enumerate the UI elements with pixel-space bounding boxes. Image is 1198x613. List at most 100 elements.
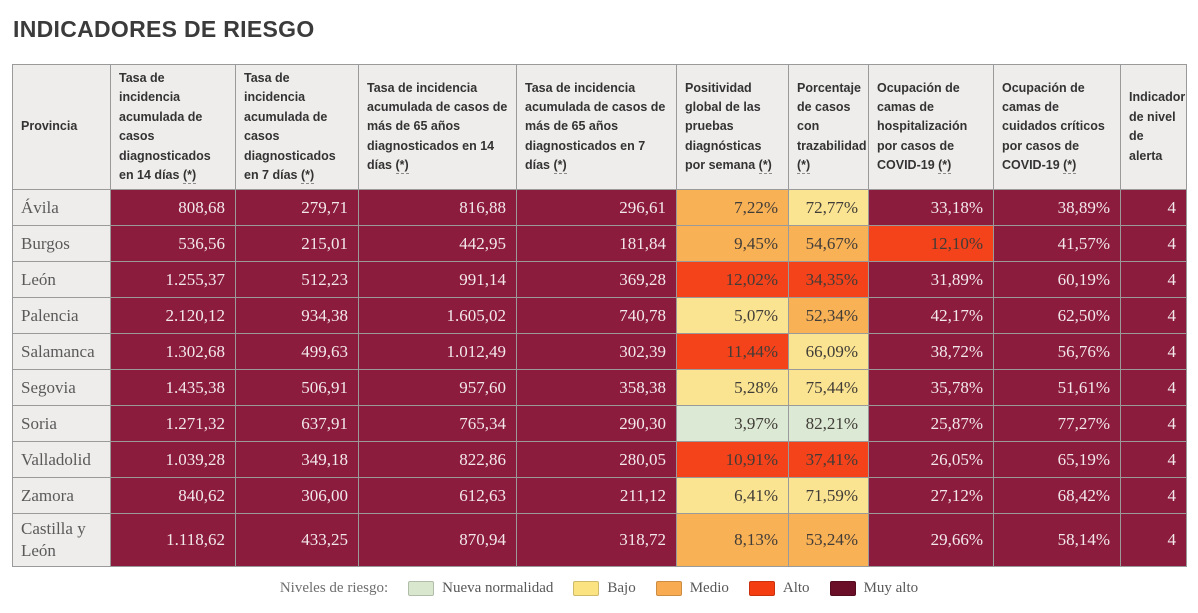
value-cell: 637,91 — [235, 405, 359, 443]
value-cell: 25,87% — [868, 405, 994, 443]
province-cell: Palencia — [12, 297, 111, 335]
footnote-marker[interactable]: (*) — [553, 158, 567, 175]
col-header-provincia: Provincia — [12, 63, 111, 191]
value-cell: 12,10% — [868, 225, 994, 263]
value-cell: 4 — [1120, 189, 1187, 227]
value-cell: 4 — [1120, 225, 1187, 263]
footnote-marker[interactable]: (*) — [1063, 158, 1077, 175]
value-cell: 808,68 — [110, 189, 236, 227]
value-cell: 4 — [1120, 261, 1187, 299]
value-cell: 215,01 — [235, 225, 359, 263]
value-cell: 211,12 — [516, 477, 677, 515]
value-cell: 765,34 — [358, 405, 517, 443]
value-cell: 1.118,62 — [110, 513, 236, 568]
footnote-marker[interactable]: (*) — [300, 167, 315, 184]
value-cell: 740,78 — [516, 297, 677, 335]
value-cell: 65,19% — [993, 441, 1121, 479]
footnote-marker[interactable]: (*) — [182, 167, 197, 184]
legend-swatch — [829, 581, 856, 597]
value-cell: 51,61% — [993, 369, 1121, 407]
col-header-label: Positividad global de las pruebas diagnó… — [685, 80, 762, 173]
footnote-marker[interactable]: (*) — [797, 158, 811, 175]
legend-item: Alto — [748, 580, 810, 597]
col-header-label: Porcentaje de casos con trazabilidad — [797, 80, 867, 153]
footnote-marker[interactable]: (*) — [938, 158, 952, 175]
value-cell: 934,38 — [235, 297, 359, 335]
value-cell: 181,84 — [516, 225, 677, 263]
footnote-marker[interactable]: (*) — [395, 158, 409, 175]
col-header-nivel-alerta: Indicador de nivel de alerta — [1120, 63, 1187, 191]
page-title: INDICADORES DE RIESGO — [13, 16, 315, 42]
value-cell: 29,66% — [868, 513, 994, 568]
legend-swatch — [408, 581, 435, 597]
table-row: Soria 1.271,32 637,91 765,34 290,30 3,97% 82,2… — [12, 405, 1187, 443]
value-cell: 1.435,38 — [110, 369, 236, 407]
value-cell: 11,44% — [676, 333, 789, 371]
value-cell: 77,27% — [993, 405, 1121, 443]
value-cell: 442,95 — [358, 225, 517, 263]
value-cell: 1.605,02 — [358, 297, 517, 335]
value-cell: 612,63 — [358, 477, 517, 515]
value-cell: 42,17% — [868, 297, 994, 335]
value-cell: 290,30 — [516, 405, 677, 443]
value-cell: 4 — [1120, 441, 1187, 479]
value-cell: 72,77% — [788, 189, 869, 227]
value-cell: 349,18 — [235, 441, 359, 479]
value-cell: 279,71 — [235, 189, 359, 227]
legend-item-label: Medio — [689, 580, 729, 597]
col-header-label: Tasa de incidencia acumulada de casos di… — [244, 71, 336, 182]
value-cell: 82,21% — [788, 405, 869, 443]
value-cell: 34,35% — [788, 261, 869, 299]
value-cell: 499,63 — [235, 333, 359, 371]
value-cell: 358,38 — [516, 369, 677, 407]
province-cell: Zamora — [12, 477, 111, 515]
legend-item-label: Bajo — [607, 580, 636, 597]
value-cell: 991,14 — [358, 261, 517, 299]
table-row: Salamanca 1.302,68 499,63 1.012,49 302,39 11,… — [12, 333, 1187, 371]
value-cell: 506,91 — [235, 369, 359, 407]
value-cell: 4 — [1120, 333, 1187, 371]
value-cell: 512,23 — [235, 261, 359, 299]
value-cell: 10,91% — [676, 441, 789, 479]
col-header-label: Tasa de incidencia acumulada de casos de… — [367, 80, 508, 173]
col-header-label: Provincia — [21, 119, 78, 134]
value-cell: 41,57% — [993, 225, 1121, 263]
value-cell: 1.012,49 — [358, 333, 517, 371]
legend-item: Medio — [655, 580, 729, 597]
value-cell: 433,25 — [235, 513, 359, 568]
value-cell: 53,24% — [788, 513, 869, 568]
col-header-label: Tasa de incidencia acumulada de casos de… — [525, 80, 666, 173]
value-cell: 58,14% — [993, 513, 1121, 568]
value-cell: 1.302,68 — [110, 333, 236, 371]
legend-item-label: Nueva normalidad — [442, 580, 554, 597]
table-row: Castilla y León 1.118,62 433,25 870,94 318,7… — [12, 513, 1187, 568]
table-row: León 1.255,37 512,23 991,14 369,28 12,02% 34,3… — [12, 261, 1187, 299]
value-cell: 35,78% — [868, 369, 994, 407]
province-cell: Segovia — [12, 369, 111, 407]
col-header-incidencia-14d: Tasa de incidencia acumulada de casos di… — [110, 63, 236, 191]
table-row: Ávila 808,68 279,71 816,88 296,61 7,22% 72,77%… — [12, 189, 1187, 227]
value-cell: 27,12% — [868, 477, 994, 515]
value-cell: 4 — [1120, 369, 1187, 407]
col-header-ocupacion-criticos: Ocupación de camas de cuidados críticos … — [993, 63, 1121, 191]
value-cell: 8,13% — [676, 513, 789, 568]
value-cell: 6,41% — [676, 477, 789, 515]
value-cell: 37,41% — [788, 441, 869, 479]
value-cell: 7,22% — [676, 189, 789, 227]
value-cell: 296,61 — [516, 189, 677, 227]
col-header-incidencia-65-7d: Tasa de incidencia acumulada de casos de… — [516, 63, 677, 191]
legend-item-label: Alto — [782, 580, 810, 597]
risk-indicators-table: Provincia Tasa de incidencia acumulada d… — [12, 63, 1187, 568]
header-row: Provincia Tasa de incidencia acumulada d… — [12, 63, 1187, 191]
col-header-label: Ocupación de camas de hospitalización po… — [877, 80, 968, 173]
value-cell: 302,39 — [516, 333, 677, 371]
value-cell: 5,07% — [676, 297, 789, 335]
legend-item: Bajo — [573, 580, 636, 597]
value-cell: 60,19% — [993, 261, 1121, 299]
footnote-marker[interactable]: (*) — [758, 158, 772, 175]
value-cell: 2.120,12 — [110, 297, 236, 335]
legend-item-label: Muy alto — [863, 580, 919, 597]
value-cell: 3,97% — [676, 405, 789, 443]
value-cell: 1.271,32 — [110, 405, 236, 443]
value-cell: 9,45% — [676, 225, 789, 263]
